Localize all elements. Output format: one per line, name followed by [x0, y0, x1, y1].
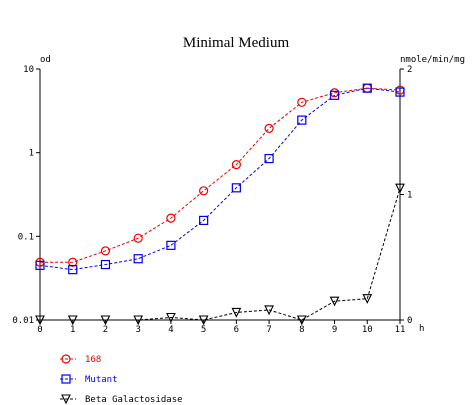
x-tick-label: 10 [362, 325, 373, 335]
series-1-point [264, 123, 274, 134]
series-2-point [362, 83, 372, 93]
series-3-point [296, 315, 307, 326]
legend-label: Beta Galactosidase [85, 395, 183, 405]
y-right-tick-label: 2 [407, 65, 412, 75]
series-3-point [35, 315, 45, 326]
y-right-tick-label: 0 [407, 316, 412, 326]
y-left-tick-label: 0.01 [12, 316, 34, 326]
series-3-point [198, 315, 209, 326]
x-tick-label: 0 [37, 325, 42, 335]
series-3-point [395, 183, 405, 194]
series-2-point [100, 259, 111, 270]
series-1-point [297, 97, 307, 107]
left-axis-label: od [40, 55, 51, 65]
series-3-point [166, 312, 176, 323]
series-3-point [100, 315, 111, 326]
x-tick-label: 4 [168, 325, 173, 335]
y-left-tick-label: 1 [29, 149, 34, 159]
x-tick-label: 6 [234, 325, 239, 335]
x-tick-label: 1 [70, 325, 75, 335]
y-right-tick-label: 1 [407, 191, 412, 201]
series-3-point [133, 315, 144, 326]
chart-title: Minimal Medium [183, 35, 290, 51]
series-line-3 [40, 188, 401, 321]
x-tick-label: 5 [201, 325, 206, 335]
lines-layer [39, 87, 401, 321]
series-1-point [68, 257, 78, 267]
ticks-layer: 0 1 2 3 4 5 6 7 8 9 10 11 0.01 0.1 1 10 0 1 2 [12, 65, 412, 335]
x-tick-label: 3 [135, 325, 140, 335]
series-2-point [297, 115, 307, 125]
series-2-point [231, 183, 241, 193]
series-1-point [199, 186, 209, 196]
markers-layer [35, 83, 405, 326]
series-2-point [329, 90, 340, 100]
series-2-point [68, 265, 78, 275]
legend-marker [61, 354, 71, 364]
series-2-point [35, 260, 45, 270]
legend-marker [61, 374, 71, 384]
series-line-2 [39, 87, 401, 271]
series-2-point [395, 87, 405, 97]
series-3-point [329, 296, 340, 307]
series-2-point [264, 153, 274, 164]
x-tick-label: 9 [332, 325, 337, 335]
legend-marker [61, 394, 71, 405]
x-tick-label: 8 [299, 325, 304, 335]
series-1-point [231, 160, 241, 170]
y-left-tick-label: 10 [23, 65, 34, 75]
x-tick-label: 11 [395, 325, 406, 335]
legend: 168 Mutant Beta Galactosidase [60, 354, 183, 405]
legend-label: 168 [85, 355, 101, 365]
x-tick-label: 7 [266, 325, 271, 335]
x-tick-label: 2 [103, 325, 108, 335]
series-2-point [199, 215, 209, 226]
legend-label: Mutant [85, 375, 118, 385]
series-2-point [166, 240, 176, 250]
y-left-tick-label: 0.1 [18, 232, 34, 242]
x-axis-label: h [419, 324, 424, 334]
series-1-point [100, 246, 111, 256]
series-line-1 [40, 87, 401, 263]
series-3-point [362, 294, 373, 304]
series-1-point [133, 233, 143, 243]
series-3-point [231, 307, 242, 318]
series-3-point [67, 315, 78, 326]
series-3-point [264, 305, 274, 316]
right-axis-label: nmole/min/mg [400, 55, 465, 65]
series-2-point [133, 254, 143, 264]
series-1-point [166, 213, 176, 223]
